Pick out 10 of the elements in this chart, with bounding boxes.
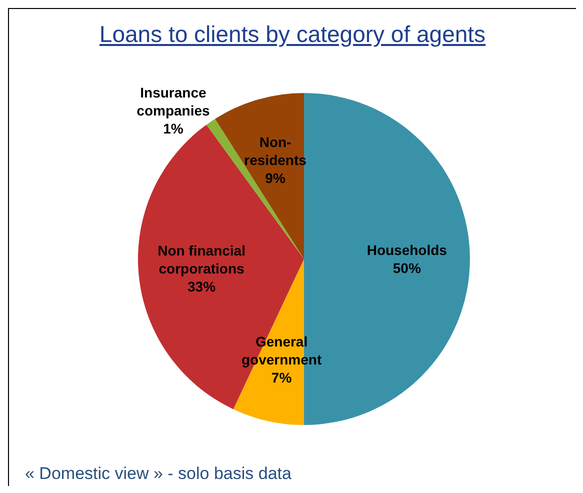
data-label: 33% <box>188 278 216 295</box>
slice-label: Non financial corporations <box>158 242 246 277</box>
data-label: 7% <box>271 369 292 386</box>
data-label: 9% <box>265 170 286 186</box>
slice-label: Insurance companies <box>136 84 210 119</box>
data-label: 1% <box>163 120 184 137</box>
text: « Domestic view » - solo basis data <box>25 464 292 484</box>
data-label: 50% <box>392 260 422 276</box>
slice-label: Households <box>366 242 448 258</box>
chart-title: Loans to clients by category of agents <box>98 21 487 48</box>
